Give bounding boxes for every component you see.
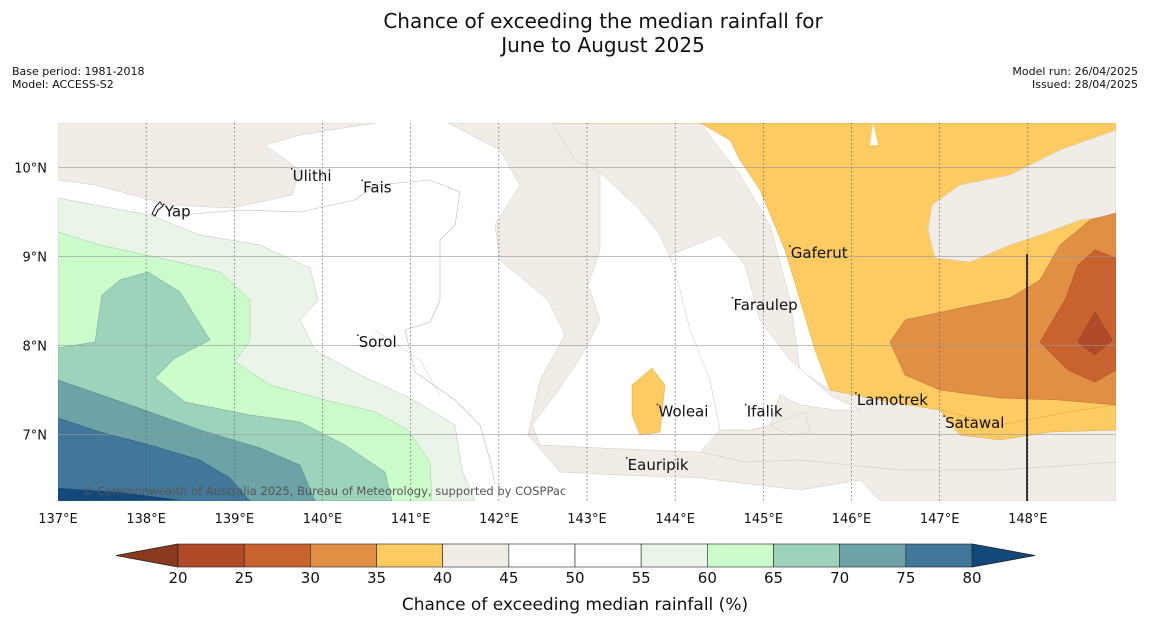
- colorbar-tick-10: 70: [830, 569, 849, 587]
- colorbar-over-arrow: [971, 543, 1036, 568]
- place-label-4: Faraulep: [733, 296, 797, 314]
- place-label-2: Yap: [164, 202, 191, 220]
- fill-40-45-inner: [927, 129, 1116, 263]
- colorbar-tick-9: 65: [764, 569, 783, 587]
- lon-tick-label-1: 138°E: [126, 512, 166, 527]
- colorbar-bin-1: [243, 543, 311, 568]
- place-marker-9: [943, 415, 945, 417]
- issued-text: Issued: 28/04/2025: [1032, 78, 1138, 91]
- lon-tick-label-6: 143°E: [567, 512, 607, 527]
- map-panel: © Commonwealth of Australia 2025, Bureau…: [14, 123, 1116, 527]
- colorbar-under-arrow: [115, 543, 179, 568]
- colorbar-bin-5: [508, 543, 576, 568]
- place-marker-8: [744, 403, 747, 406]
- lon-tick-label-10: 147°E: [920, 512, 960, 527]
- fill-40-45-faraulep-ring: [551, 123, 1116, 471]
- probability-fill-layer: [58, 123, 1116, 501]
- place-marker-1: [361, 179, 364, 182]
- place-label-9: Satawal: [945, 414, 1004, 432]
- colorbar-bin-10: [839, 543, 907, 568]
- fill-35-40-woleai: [631, 367, 666, 436]
- colorbar-tick-1: 25: [235, 569, 254, 587]
- lon-tick-label-4: 141°E: [391, 512, 431, 527]
- colorbar-tick-3: 35: [367, 569, 386, 587]
- place-marker-2: [162, 203, 165, 206]
- lon-tick-label-5: 142°E: [479, 512, 519, 527]
- colorbar-bin-4: [442, 543, 510, 568]
- fill-notch: [870, 123, 878, 145]
- model-text: Model: ACCESS-S2: [12, 78, 114, 91]
- graticule: [58, 123, 1116, 501]
- colorbar-tick-0: 20: [168, 569, 187, 587]
- lat-tick-label-1: 8°N: [23, 339, 48, 354]
- lon-tick-label-2: 139°E: [215, 512, 255, 527]
- colorbar-tick-11: 75: [896, 569, 915, 587]
- fill-40-45-faraulep-white: [669, 234, 861, 431]
- place-label-0: Ulithi: [293, 167, 332, 185]
- place-marker-0: [290, 167, 293, 170]
- lon-tick-label-3: 140°E: [303, 512, 343, 527]
- lon-tick-label-9: 146°E: [832, 512, 872, 527]
- colorbar-tick-2: 30: [301, 569, 320, 587]
- contour-line-2: [374, 329, 441, 396]
- place-marker-10: [625, 456, 628, 459]
- place-labels: Ulithi Fais Yap Gaferut Faraulep Sorol Lamotre…: [162, 167, 1004, 474]
- place-marker-3: [788, 245, 791, 248]
- place-marker-4: [731, 296, 734, 299]
- lon-tick-label-0: 137°E: [38, 512, 78, 527]
- title-line-1: Chance of exceeding the median rainfall …: [383, 9, 823, 33]
- place-label-5: Sorol: [359, 333, 397, 351]
- colorbar-tick-4: 40: [433, 569, 452, 587]
- model-run-text: Model run: 26/04/2025: [1012, 65, 1138, 78]
- place-label-6: Lamotrek: [857, 391, 928, 409]
- colorbar-bin-3: [376, 543, 443, 568]
- colorbar-tick-6: 50: [565, 569, 584, 587]
- place-label-3: Gaferut: [791, 244, 848, 262]
- lat-tick-label-3: 10°N: [14, 161, 47, 176]
- colorbar-label: Chance of exceeding median rainfall (%): [402, 595, 748, 615]
- colorbar-bin-7: [640, 543, 708, 568]
- place-marker-6: [855, 392, 857, 394]
- colorbar-bin-11: [905, 543, 973, 568]
- place-label-10: Eauripik: [628, 456, 689, 474]
- fill-20-25: [1077, 311, 1113, 356]
- place-marker-7: [656, 403, 659, 406]
- colorbar: 20 25 30 35 40 45 50 55 60 65 70 75 80: [115, 543, 1036, 587]
- lat-tick-label-2: 9°N: [23, 250, 48, 265]
- colorbar-tick-8: 60: [698, 569, 717, 587]
- lon-tick-label-7: 144°E: [655, 512, 695, 527]
- base-period-text: Base period: 1981-2018: [12, 65, 144, 78]
- yap-island-outline: [151, 201, 164, 217]
- place-marker-5: [356, 334, 359, 337]
- place-label-7: Woleai: [659, 403, 709, 421]
- colorbar-bin-9: [773, 543, 840, 568]
- colorbar-tick-12: 80: [962, 569, 981, 587]
- colorbar-bin-2: [310, 543, 377, 568]
- title-line-2: June to August 2025: [499, 33, 705, 57]
- colorbar-bin-8: [707, 543, 774, 568]
- colorbar-bin-0: [177, 543, 245, 568]
- copyright-text: © Commonwealth of Australia 2025, Bureau…: [82, 484, 566, 498]
- fill-40-45-ifalik-patch: [769, 411, 811, 436]
- lon-tick-label-8: 145°E: [744, 512, 784, 527]
- place-label-1: Fais: [363, 178, 392, 196]
- colorbar-tick-7: 55: [632, 569, 651, 587]
- axis-ticks: 137°E 138°E 139°E 140°E 141°E 142°E 143°E 144°E…: [14, 161, 1047, 527]
- lat-tick-label-0: 7°N: [23, 428, 48, 443]
- place-label-8: Ifalik: [747, 403, 783, 421]
- contour-line-1: [179, 179, 496, 486]
- lon-tick-label-11: 148°E: [1008, 512, 1048, 527]
- fill-40-45-northwest: [58, 123, 376, 209]
- colorbar-tick-5: 45: [499, 569, 518, 587]
- fill-over-80: [58, 488, 180, 501]
- colorbar-bin-6: [574, 543, 642, 568]
